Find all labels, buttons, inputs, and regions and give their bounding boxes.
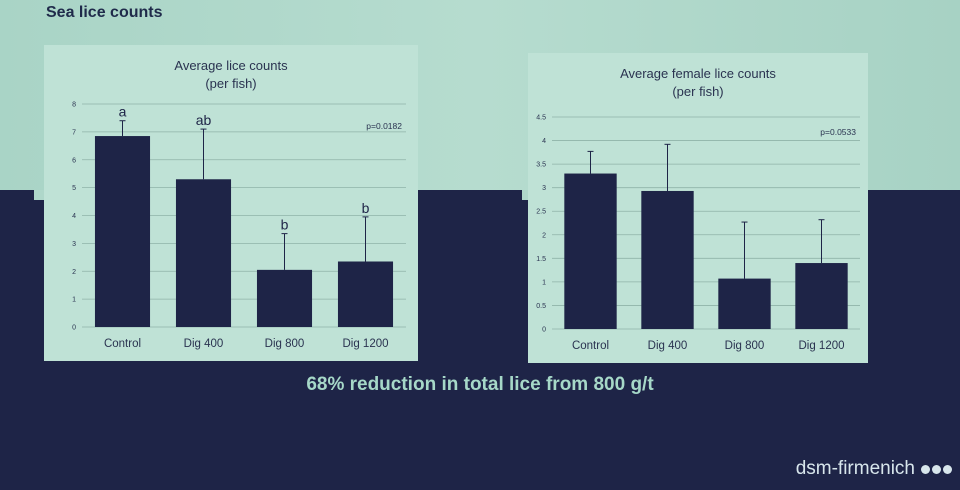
significance-label: b xyxy=(362,200,370,216)
x-tick-label: Dig 800 xyxy=(725,340,765,352)
x-tick-label: Control xyxy=(104,338,141,350)
y-tick-label: 0 xyxy=(542,327,546,334)
chart-title-sub: (per fish) xyxy=(672,84,724,99)
brand-name: dsm-firmenich xyxy=(795,458,915,479)
x-tick-label: Dig 400 xyxy=(648,340,688,352)
significance-label: a xyxy=(119,104,127,120)
brand-dots-icon xyxy=(921,464,952,474)
y-tick-label: 3 xyxy=(72,241,76,248)
p-value-annotation: p=0.0533 xyxy=(820,127,856,137)
chart-title-sub: (per fish) xyxy=(205,76,257,91)
chart-title-main: Average female lice counts xyxy=(620,66,776,81)
y-tick-label: 2 xyxy=(542,232,546,239)
chart-svg-female-lice: 0 0.5 1 1.5 2 2.5 3 3.5 4 4.5 Control Dig 400 Dig 80… xyxy=(536,115,860,352)
y-tick-label: 1 xyxy=(72,297,76,304)
bar xyxy=(718,278,771,329)
y-tick-label: 6 xyxy=(72,157,76,164)
y-tick-label: 1 xyxy=(542,279,546,286)
y-tick-label: 4 xyxy=(542,138,546,145)
bar xyxy=(337,261,394,327)
bar xyxy=(175,179,232,327)
chart-title-main: Average lice counts xyxy=(174,58,288,73)
y-tick-label: 7 xyxy=(72,129,76,136)
dark-block-right xyxy=(868,200,960,490)
chart-svg-total-lice: 0 1 2 3 4 5 6 7 8 a Control ab Dig 400 b Dig 800 b Dig 1… xyxy=(72,102,406,350)
significance-label: b xyxy=(281,217,289,233)
x-tick-label: Dig 1200 xyxy=(798,340,844,352)
bar xyxy=(795,263,848,329)
x-tick-label: Dig 800 xyxy=(265,338,305,350)
bar xyxy=(641,190,694,329)
y-tick-label: 4 xyxy=(72,213,76,220)
bar xyxy=(564,173,617,329)
bar xyxy=(256,269,313,327)
y-tick-label: 8 xyxy=(72,102,76,109)
y-tick-label: 1.5 xyxy=(536,256,546,263)
chart-panel-total-lice: Average lice counts (per fish) 0 1 2 3 4 5 6 7 8… xyxy=(44,45,418,361)
slide-title: Sea lice counts xyxy=(46,4,163,21)
chart-title: Average female lice counts (per fish) xyxy=(528,65,868,101)
dark-block-left xyxy=(0,190,34,490)
x-tick-label: Dig 400 xyxy=(184,338,224,350)
brand-logo: dsm-firmenich xyxy=(796,458,952,480)
chart-title: Average lice counts (per fish) xyxy=(44,57,418,93)
y-tick-label: 2 xyxy=(72,269,76,276)
dark-block-center xyxy=(418,195,522,365)
headline: 68% reduction in total lice from 800 g/t xyxy=(306,374,654,395)
y-tick-label: 4.5 xyxy=(536,115,546,122)
y-tick-label: 3 xyxy=(542,185,546,192)
y-tick-label: 2.5 xyxy=(536,209,546,216)
y-tick-label: 5 xyxy=(72,185,76,192)
x-tick-label: Control xyxy=(572,340,609,352)
y-tick-label: 0 xyxy=(72,325,76,332)
x-tick-label: Dig 1200 xyxy=(342,338,388,350)
y-tick-label: 3.5 xyxy=(536,162,546,169)
y-tick-label: 0.5 xyxy=(536,303,546,310)
significance-label: ab xyxy=(196,112,212,128)
p-value-annotation: p=0.0182 xyxy=(366,121,402,131)
bar xyxy=(94,136,151,327)
